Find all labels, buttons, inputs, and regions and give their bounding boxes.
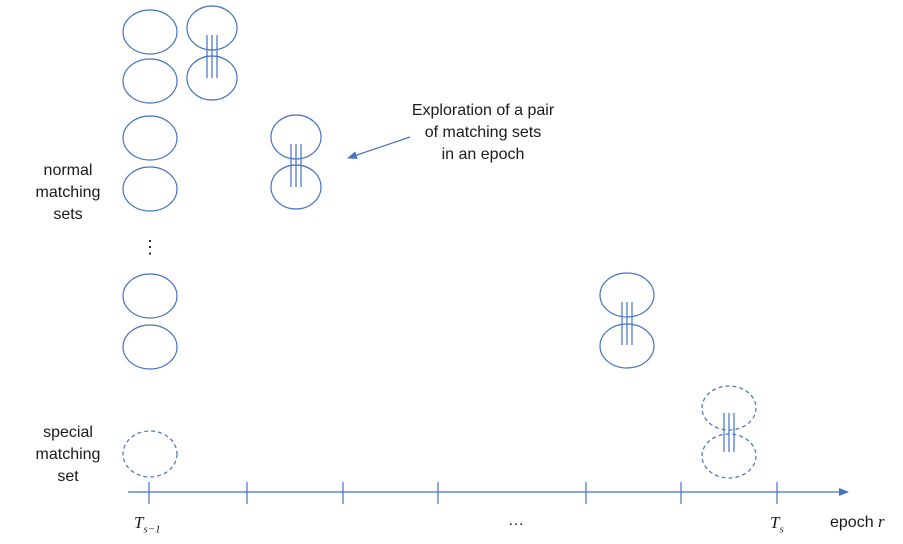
axis-label-variable: r [878,512,885,531]
matching-set-pair [600,273,654,368]
matching-set-ellipse [123,59,177,103]
matching-set-ellipse [123,116,177,160]
label-line: matching [18,182,118,204]
matching-set-pair [271,115,321,209]
tick-label-subscript: s [779,523,783,535]
special-matching-set-pair [702,386,756,478]
callout-line: Exploration of a pair [388,100,578,122]
vertical-ellipsis: ⋮ [140,236,160,258]
matching-set-ellipse [123,10,177,54]
epoch-axis-label: epoch r [830,511,902,534]
tick-label-start: Ts−1 [134,512,194,540]
axis-ellipsis: … [506,510,526,532]
matching-set-ellipse [123,167,177,211]
axis-label-text: epoch [830,514,874,531]
special-matching-set-label: special matching set [18,422,118,488]
matching-set-ellipse [123,274,177,318]
exploration-callout-text: Exploration of a pair of matching sets i… [388,100,578,166]
label-line: normal [18,160,118,182]
normal-matching-sets-label: normal matching sets [18,160,118,226]
special-matching-set-ellipse [123,431,177,477]
matching-set-ellipse [123,325,177,369]
callout-line: of matching sets [388,122,578,144]
label-line: set [18,466,118,488]
label-line: sets [18,204,118,226]
label-line: special [18,422,118,444]
matching-set-pair [187,6,237,100]
label-line: matching [18,444,118,466]
tick-label-subscript: s−1 [143,523,160,535]
tick-label-end: Ts [770,512,810,540]
callout-line: in an epoch [388,144,578,166]
